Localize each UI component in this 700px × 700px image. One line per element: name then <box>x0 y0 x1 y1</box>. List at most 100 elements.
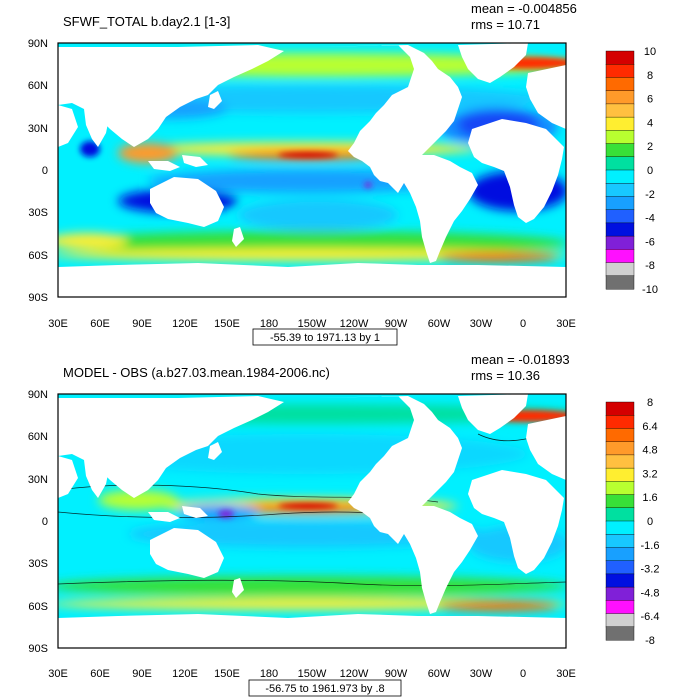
colorbar-swatch <box>605 116 635 131</box>
lon-label: 30E <box>48 668 68 680</box>
lat-label: 60N <box>28 431 48 443</box>
colorbar-swatch <box>605 415 635 429</box>
colorbar-swatch <box>605 156 635 171</box>
colorbar-swatch <box>605 626 635 641</box>
map-frame <box>57 393 567 649</box>
colorbar-swatch <box>605 50 635 65</box>
lat-label: 0 <box>42 165 48 177</box>
lon-label: 180 <box>260 668 278 680</box>
lon-label: 60E <box>90 668 110 680</box>
colorbar: 10 8 6 4 2 0 -2 -4 -6 -8 -10 <box>605 46 658 296</box>
colorbar-swatch <box>605 534 635 548</box>
colorbar-swatch <box>605 454 635 469</box>
range-box <box>248 679 402 697</box>
colorbar-swatch <box>605 560 635 575</box>
colorbar-swatch <box>605 130 635 145</box>
lon-label: 30W <box>470 318 493 330</box>
lat-label: 30S <box>28 558 48 570</box>
lon-label: 150E <box>214 318 240 330</box>
lat-label: 90S <box>28 643 48 655</box>
colorbar-label: -10 <box>642 284 658 296</box>
colorbar-label: 4 <box>647 117 653 129</box>
lon-label: 30E <box>48 318 68 330</box>
panel-title: SFWF_TOTAL b.day2.1 [1-3] <box>63 14 230 29</box>
mean-label: mean = -0.004856 <box>471 1 577 16</box>
colorbar-swatch <box>605 613 635 628</box>
colorbar-swatch <box>605 90 635 105</box>
lon-label: 120E <box>172 668 198 680</box>
colorbar-label: -1.6 <box>641 540 660 552</box>
colorbar-label: 8 <box>647 397 653 409</box>
colorbar-swatch <box>605 103 635 118</box>
lon-label: 90W <box>385 668 408 680</box>
colorbar-swatch <box>605 275 635 290</box>
colorbar-swatch <box>605 209 635 224</box>
map-field <box>58 43 566 297</box>
colorbar: 8 6.4 4.8 3.2 1.6 0 -1.6 -3.2 -4.8 -6.4 -8 <box>605 397 660 647</box>
colorbar-swatch <box>605 169 635 184</box>
lat-label: 60S <box>28 601 48 613</box>
lon-label: 30E <box>556 668 576 680</box>
lat-label: 30N <box>28 474 48 486</box>
colorbar-label: 6 <box>647 94 653 106</box>
colorbar-label: -6 <box>645 236 655 248</box>
colorbar-label: -6.4 <box>641 611 660 623</box>
colorbar-swatch <box>605 600 635 615</box>
colorbar-label: -4 <box>645 213 655 225</box>
range-box <box>252 328 398 346</box>
map-frame <box>57 42 567 298</box>
range-label: -55.39 to 1971.13 by 1 <box>270 332 380 344</box>
colorbar-swatch <box>605 77 635 92</box>
lon-label: 30E <box>556 318 576 330</box>
lon-label: 90E <box>132 668 152 680</box>
lat-axis: 90N 60N 30N 0 30S 60S 90S <box>28 389 48 655</box>
lon-label: 120W <box>340 668 369 680</box>
mean-label: mean = -0.01893 <box>471 352 570 367</box>
colorbar-swatch <box>605 547 635 562</box>
colorbar-label: 4.8 <box>642 445 657 457</box>
colorbar-swatch <box>605 441 635 456</box>
colorbar-swatch <box>605 467 635 482</box>
colorbar-swatch <box>605 64 635 78</box>
lon-label: 0 <box>520 318 526 330</box>
colorbar-label: -8 <box>645 260 655 272</box>
lon-label: 150W <box>298 318 327 330</box>
colorbar-label: 10 <box>644 46 656 58</box>
colorbar-swatch <box>605 235 635 250</box>
colorbar-label: 0 <box>647 165 653 177</box>
colorbar-swatch <box>605 520 635 535</box>
bottom-panel: MODEL - OBS (a.b27.03.mean.1984-2006.nc)… <box>28 352 660 697</box>
colorbar-swatch <box>605 428 635 443</box>
lat-label: 60N <box>28 80 48 92</box>
rms-label: rms = 10.36 <box>471 368 540 383</box>
colorbar-swatch <box>605 143 635 158</box>
colorbar-swatch <box>605 507 635 522</box>
lon-label: 60E <box>90 318 110 330</box>
lon-axis: 30E 60E 90E 120E 150E 180 150W 120W 90W … <box>48 668 576 680</box>
lon-axis: 30E 60E 90E 120E 150E 180 150W 120W 90W … <box>48 318 576 330</box>
lon-label: 90E <box>132 318 152 330</box>
colorbar-swatch <box>605 222 635 237</box>
lon-label: 90W <box>385 318 408 330</box>
colorbar-swatch <box>605 586 635 601</box>
lat-label: 30N <box>28 123 48 135</box>
colorbar-swatch <box>605 401 635 416</box>
colorbar-label: -3.2 <box>641 564 660 576</box>
lon-label: 150W <box>298 668 327 680</box>
lon-label: 120E <box>172 318 198 330</box>
lon-label: 180 <box>260 318 278 330</box>
lat-axis: 90N 60N 30N 0 30S 60S 90S <box>28 38 48 304</box>
colorbar-label: 8 <box>647 70 653 82</box>
colorbar-label: 0 <box>647 516 653 528</box>
colorbar-label: -4.8 <box>641 587 660 599</box>
lon-label: 0 <box>520 668 526 680</box>
colorbar-swatch <box>605 481 635 496</box>
colorbar-label: 2 <box>647 141 653 153</box>
lat-label: 90S <box>28 292 48 304</box>
colorbar-swatch <box>605 494 635 509</box>
lat-label: 90N <box>28 38 48 50</box>
colorbar-swatch <box>605 262 635 277</box>
colorbar-label: -2 <box>645 189 655 201</box>
lat-label: 90N <box>28 389 48 401</box>
